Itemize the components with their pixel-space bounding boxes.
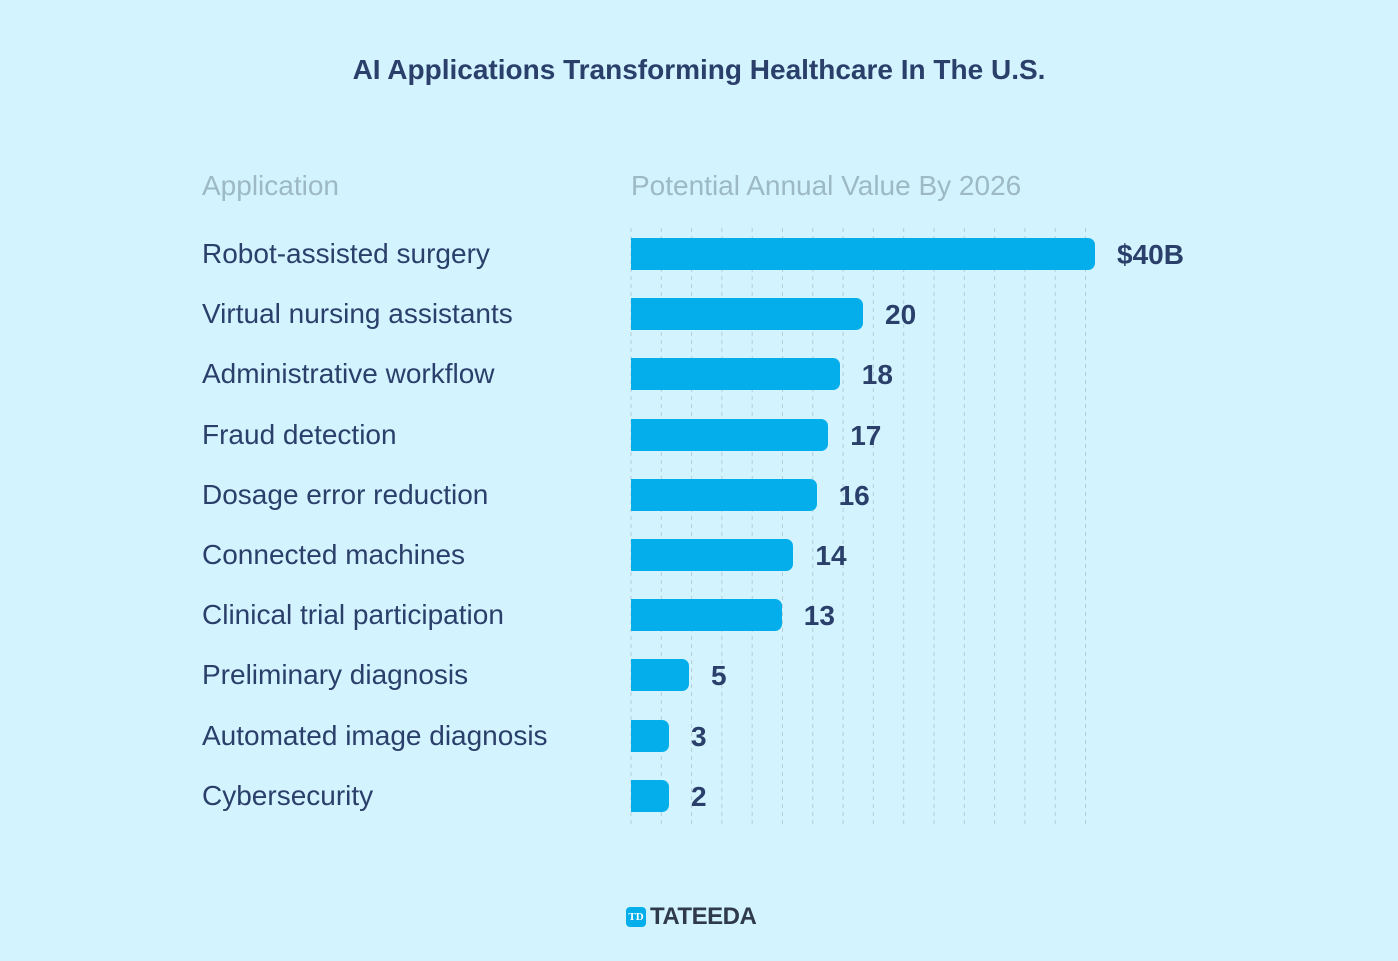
bar (631, 659, 689, 692)
bar (631, 358, 840, 391)
bar (631, 478, 817, 511)
category-label: Automated image diagnosis (202, 719, 548, 751)
category-label: Cybersecurity (202, 779, 374, 811)
data-label: 18 (861, 359, 893, 391)
bar (631, 719, 669, 752)
logo-text: TATEEDA (650, 903, 757, 930)
chart-title: AI Applications Transforming Healthcare … (352, 54, 1046, 85)
category-header: Application (202, 170, 339, 201)
category-label: Administrative workflow (202, 358, 495, 390)
data-label: 3 (691, 720, 707, 752)
data-label: 20 (885, 299, 917, 331)
bar (631, 238, 1095, 270)
category-label: Robot-assisted surgery (202, 238, 490, 269)
data-label: 14 (815, 540, 847, 571)
category-label: Clinical trial participation (202, 599, 504, 631)
data-label: 17 (850, 419, 882, 451)
data-label: 16 (838, 479, 870, 511)
bar (631, 298, 863, 331)
category-label: Virtual nursing assistants (202, 298, 513, 330)
category-label: Dosage error reduction (202, 478, 489, 510)
brand-logo: TD TATEEDA (626, 903, 757, 931)
category-label: Connected machines (202, 539, 466, 570)
value-header: Potential Annual Value By 2026 (631, 170, 1022, 201)
bar (631, 599, 782, 632)
bar (631, 418, 829, 451)
data-label: $40B (1117, 239, 1184, 270)
data-label: 13 (803, 600, 835, 632)
bar (631, 779, 669, 812)
data-label: 5 (711, 660, 727, 692)
bar (631, 539, 794, 571)
data-label: 2 (691, 780, 707, 812)
logo-mark-icon: TD (626, 907, 646, 927)
category-label: Fraud detection (202, 418, 397, 450)
category-label: Preliminary diagnosis (202, 659, 469, 691)
